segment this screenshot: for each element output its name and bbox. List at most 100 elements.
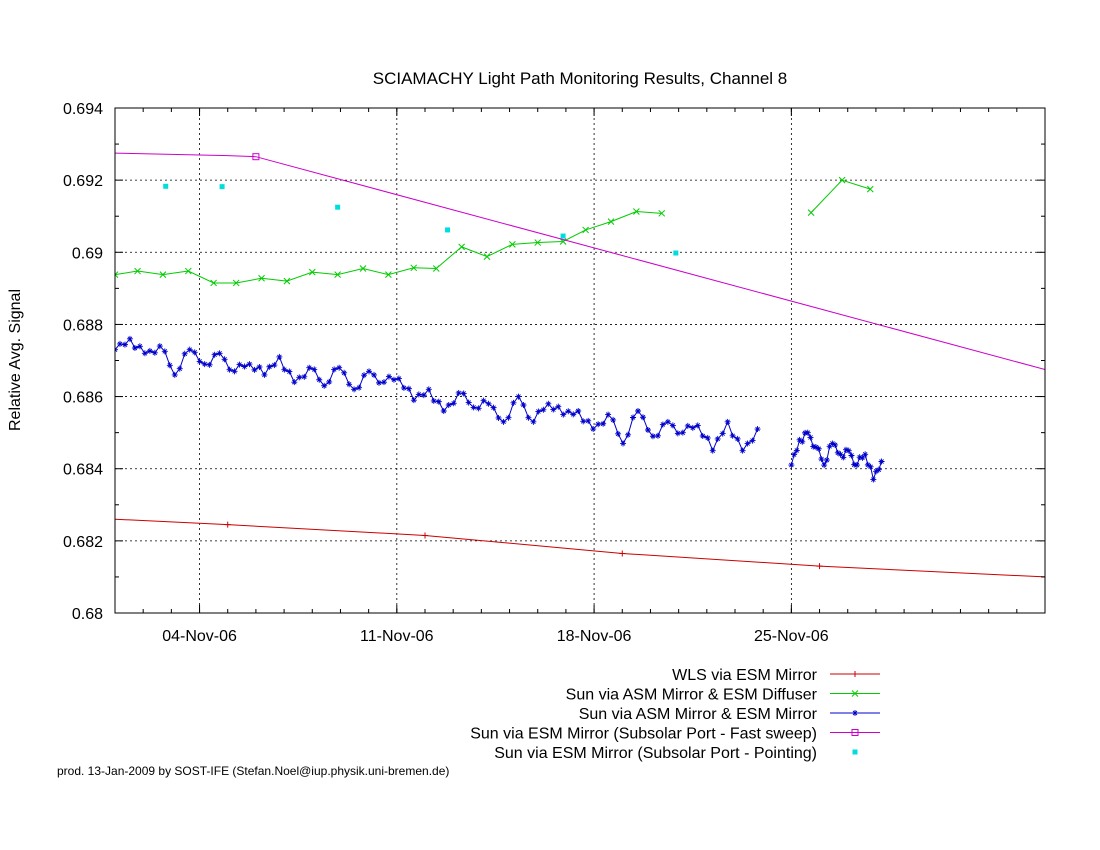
- data-point: [555, 403, 562, 410]
- data-point: [812, 444, 819, 451]
- y-axis: 0.68 0.682 0.684 0.686 0.688 0.69 0.692 0.694: [63, 101, 1045, 623]
- series-line: [115, 152, 1045, 371]
- data-point: [359, 265, 367, 272]
- data-point: [483, 253, 491, 260]
- data-point: [649, 433, 656, 440]
- footer-text: prod. 13-Jan-2009 by SOST-IFE (Stefan.No…: [57, 764, 450, 778]
- data-point: [252, 153, 260, 161]
- data-point: [807, 209, 815, 216]
- data-point: [739, 447, 746, 454]
- data-point: [580, 418, 587, 425]
- data-point: [659, 421, 666, 428]
- data-point: [206, 361, 213, 368]
- data-point: [331, 366, 338, 373]
- data-point: [633, 208, 640, 215]
- data-point: [432, 265, 440, 272]
- data-point: [366, 368, 373, 375]
- y-tick-label: 0.688: [63, 317, 103, 334]
- data-point: [221, 356, 228, 363]
- data-point: [810, 443, 817, 450]
- data-point: [610, 416, 617, 423]
- data-point: [276, 353, 283, 360]
- data-point: [664, 418, 671, 425]
- y-tick-label: 0.684: [63, 462, 103, 479]
- series-4: [163, 183, 679, 256]
- data-point: [465, 399, 472, 406]
- data-point: [201, 361, 208, 368]
- data-point: [851, 461, 858, 468]
- data-point: [729, 432, 736, 439]
- data-point: [535, 408, 542, 415]
- data-point: [754, 426, 761, 433]
- series-layer: [115, 152, 1045, 578]
- data-point: [534, 239, 542, 246]
- data-point: [445, 227, 451, 233]
- data-point: [570, 411, 577, 418]
- data-point: [540, 406, 547, 413]
- data-point: [515, 393, 522, 400]
- data-point: [867, 463, 874, 470]
- plot-frame: [114, 107, 1046, 614]
- data-point: [211, 351, 218, 358]
- data-point: [545, 400, 552, 407]
- data-point: [216, 350, 223, 357]
- data-point: [156, 343, 163, 350]
- data-point: [724, 418, 731, 425]
- data-point: [793, 447, 800, 454]
- x-tick-label: 04-Nov-06: [162, 628, 237, 645]
- data-point: [845, 447, 852, 454]
- data-point: [231, 368, 238, 375]
- data-point: [843, 446, 850, 453]
- data-point: [807, 434, 814, 441]
- data-point: [224, 521, 231, 528]
- legend-marker: [851, 729, 859, 736]
- data-point: [146, 347, 153, 354]
- series-line: [810, 179, 871, 213]
- data-point: [673, 250, 679, 256]
- data-point: [191, 349, 198, 356]
- data-point: [271, 362, 278, 369]
- data-point: [791, 451, 798, 458]
- series-3: [115, 152, 1045, 371]
- y-tick-label: 0.69: [72, 245, 103, 262]
- series-line: [115, 211, 662, 284]
- series-0: [115, 518, 1045, 578]
- y-tick-label: 0.692: [63, 173, 103, 190]
- data-point: [435, 398, 442, 405]
- data-point: [615, 430, 622, 437]
- data-point: [585, 417, 592, 424]
- data-point: [116, 340, 123, 347]
- data-point: [600, 420, 607, 427]
- data-point: [306, 364, 313, 371]
- data-point: [873, 468, 880, 475]
- data-point: [395, 375, 402, 382]
- data-point: [856, 454, 863, 461]
- data-point: [420, 392, 427, 399]
- legend-marker: [851, 690, 859, 697]
- data-point: [301, 373, 308, 380]
- data-point: [625, 431, 632, 438]
- data-point: [684, 422, 691, 429]
- y-tick-label: 0.68: [72, 606, 103, 623]
- data-point: [246, 361, 253, 368]
- data-point: [390, 376, 397, 383]
- data-point: [520, 401, 527, 408]
- data-point: [582, 226, 589, 234]
- data-point: [699, 433, 706, 440]
- data-point: [565, 408, 572, 415]
- data-point: [485, 400, 492, 407]
- data-point: [495, 414, 502, 421]
- data-point: [266, 363, 273, 370]
- data-point: [258, 274, 265, 282]
- data-point: [236, 361, 243, 368]
- data-point: [334, 271, 341, 279]
- data-point: [410, 264, 418, 272]
- data-point: [853, 462, 860, 469]
- data-point: [405, 385, 412, 392]
- data-point: [256, 363, 263, 370]
- chart-title: SCIAMACHY Light Path Monitoring Results,…: [373, 69, 788, 88]
- data-point: [176, 365, 183, 372]
- data-point: [605, 411, 612, 418]
- data-point: [796, 436, 803, 443]
- series-1: [115, 176, 874, 287]
